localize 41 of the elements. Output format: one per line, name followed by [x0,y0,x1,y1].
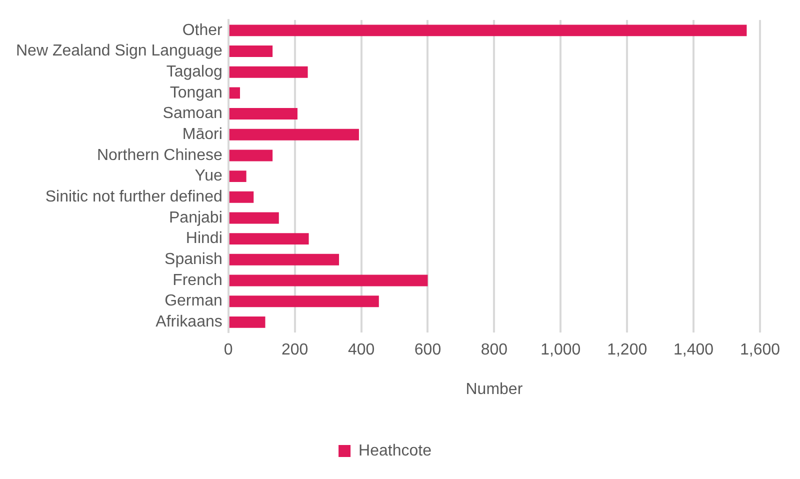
x-tick-label: 1,000 [540,342,581,359]
x-tick-label: 600 [414,342,442,359]
y-tick-label: Tongan [170,84,222,102]
x-tick-label: 400 [348,342,375,359]
bar [229,66,308,78]
bar [229,170,246,182]
bar [229,24,747,36]
bar [229,296,379,308]
y-tick-label: French [172,272,222,289]
legend-label: Heathcote [358,442,432,460]
y-tick-label: Yue [194,168,222,185]
y-tick-label: Hindi [186,230,222,248]
bar [229,191,254,203]
x-tick-label: 1,200 [607,342,648,359]
x-tick-label: 200 [281,342,308,359]
bar [229,316,266,328]
bar [229,233,309,245]
y-tick-label: Sinitic not further defined [45,188,222,206]
bar [229,128,359,140]
bar [229,108,298,120]
x-tick-label: 1,600 [740,342,780,359]
bar [229,212,279,224]
y-tick-label: Panjabi [169,209,222,226]
bar [229,46,273,57]
bar [229,150,273,162]
x-tick-label: 800 [480,342,508,359]
y-tick-label: German [164,292,222,310]
y-tick-label: New Zealand Sign Language [16,42,222,60]
bar [229,274,428,286]
x-tick-label: 0 [224,342,233,359]
y-tick-label: Spanish [164,251,222,268]
bar [229,87,240,99]
y-tick-label: Māori [182,126,222,144]
y-tick-label: Northern Chinese [96,146,222,164]
y-tick-label: Other [182,22,224,39]
x-tick-label: 1,400 [674,342,714,359]
y-tick-label: Samoan [162,105,222,122]
bar [229,254,340,266]
y-tick-label: Tagalog [166,64,222,81]
x-axis-title: Number [466,380,524,398]
y-tick-label: Afrikaans [156,314,222,331]
